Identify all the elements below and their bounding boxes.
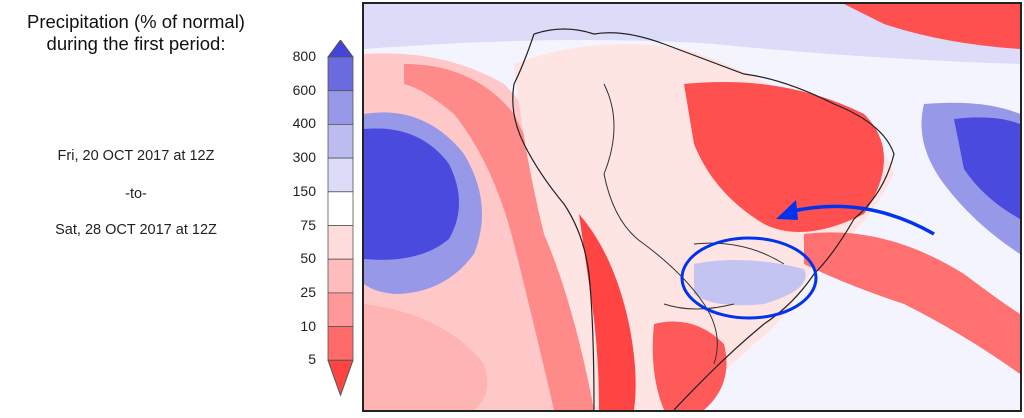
legend-tick-label: 600	[292, 81, 316, 98]
field-south-red	[652, 321, 727, 410]
legend-box	[327, 157, 354, 193]
legend-tick-label: 75	[300, 216, 316, 233]
annotation-arrow	[788, 204, 935, 236]
legend-box	[327, 292, 354, 327]
precipitation-map	[362, 2, 1022, 412]
borders-south	[663, 242, 785, 310]
map-canvas	[364, 4, 1020, 410]
period-separator: -to-	[125, 186, 147, 202]
legend-box	[327, 225, 354, 260]
legend-box	[327, 326, 354, 361]
legend-tick-label: 25	[300, 283, 316, 300]
field-southwest-pink	[364, 304, 488, 410]
borders	[603, 83, 718, 365]
legend-tick-label: 5	[308, 351, 316, 368]
coastline	[512, 28, 895, 410]
field-atlantic-red	[804, 232, 1020, 374]
map-title: Precipitation (% of normal) during the f…	[0, 11, 272, 55]
legend-box	[327, 124, 354, 159]
legend-tick-label: 800	[292, 48, 316, 64]
annotation-arrowhead	[776, 200, 798, 220]
field-circled-blue	[694, 260, 806, 306]
title-line-2: during the first period:	[46, 33, 226, 54]
field-pacific-red	[404, 64, 594, 410]
color-legend: 800 600 400 300 150 75 50 25 10 5	[262, 40, 362, 400]
legend-colorbar	[327, 40, 354, 397]
field-atlantic-blue-core	[954, 117, 1020, 219]
field-brazil-red	[684, 82, 884, 232]
legend-arrow-bottom	[327, 359, 354, 397]
field-north-red	[844, 4, 1020, 49]
legend-tick-label: 400	[292, 115, 316, 132]
legend-arrow-top	[327, 40, 354, 58]
legend-tick-label: 10	[300, 317, 316, 334]
period-end: Sat, 28 OCT 2017 at 12Z	[55, 222, 217, 238]
legend-tick-label: 50	[300, 250, 316, 267]
legend-tick-label: 150	[292, 182, 316, 199]
legend-box	[327, 191, 354, 226]
field-andes-red	[579, 214, 636, 410]
legend-box	[327, 56, 354, 92]
field-north-blue	[364, 4, 1020, 64]
field-pacific-blue-core	[364, 128, 459, 260]
period-start: Fri, 20 OCT 2017 at 12Z	[57, 148, 215, 164]
legend-box	[327, 258, 354, 294]
legend-box	[327, 90, 354, 125]
title-line-1: Precipitation (% of normal)	[27, 11, 245, 32]
legend-tick-label: 300	[292, 149, 316, 166]
annotation-ellipse	[680, 236, 818, 320]
